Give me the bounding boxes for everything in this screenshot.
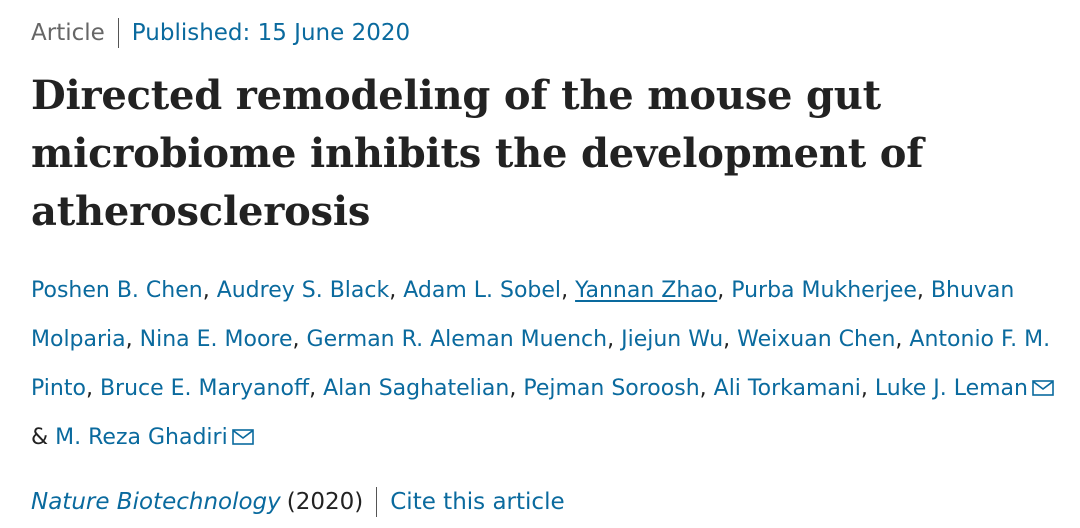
article-meta: Article Published: 15 June 2020 [31, 16, 410, 50]
author-link[interactable]: Jiejun Wu [621, 327, 724, 352]
author-list: Poshen B. Chen, Audrey S. Black, Adam L.… [31, 266, 1061, 462]
author-separator: , [916, 278, 931, 303]
author-separator: , [125, 327, 140, 352]
article-type: Article [31, 20, 105, 46]
author-link[interactable]: Poshen B. Chen [31, 278, 203, 303]
citation-row: Nature Biotechnology (2020) Cite this ar… [31, 484, 565, 520]
author-separator: , [389, 278, 404, 303]
author-link[interactable]: German R. Aleman Muench [306, 327, 608, 352]
author-separator: & [31, 425, 56, 450]
author-separator: , [723, 327, 738, 352]
cite-this-article-link[interactable]: Cite this article [390, 489, 565, 515]
author-separator: , [895, 327, 910, 352]
mail-icon[interactable] [1032, 365, 1054, 396]
author-separator: , [509, 376, 524, 401]
author-link[interactable]: Weixuan Chen [737, 327, 896, 352]
author-link[interactable]: M. Reza Ghadiri [55, 425, 228, 450]
author-link[interactable]: Audrey S. Black [216, 278, 390, 303]
author-separator: , [717, 278, 732, 303]
author-separator: , [607, 327, 622, 352]
author-link-hovered[interactable]: Yannan Zhao [575, 278, 718, 303]
author-link[interactable]: Luke J. Leman [874, 376, 1028, 401]
author-separator: , [309, 376, 324, 401]
article-title: Directed remodeling of the mouse gut mic… [31, 72, 924, 235]
author-link[interactable]: Purba Mukherjee [731, 278, 917, 303]
divider [376, 487, 378, 517]
author-link[interactable]: Alan Saghatelian [323, 376, 510, 401]
author-link[interactable]: Ali Torkamani [713, 376, 861, 401]
author-separator: , [860, 376, 875, 401]
author-link[interactable]: Antonio F. M. Pinto [31, 327, 1051, 401]
author-separator: , [292, 327, 307, 352]
author-separator: , [85, 376, 100, 401]
author-link[interactable]: Nina E. Moore [139, 327, 293, 352]
author-link[interactable]: Adam L. Sobel [403, 278, 562, 303]
author-separator: , [561, 278, 576, 303]
published-date: Published: 15 June 2020 [131, 20, 411, 46]
divider [117, 18, 119, 48]
author-link[interactable]: Pejman Soroosh [523, 376, 700, 401]
publication-year: (2020) [286, 489, 364, 515]
mail-icon[interactable] [231, 414, 254, 445]
journal-link[interactable]: Nature Biotechnology [31, 489, 281, 515]
author-separator: , [699, 376, 714, 401]
author-link[interactable]: Bhuvan Molparia [31, 278, 1015, 352]
author-separator: , [202, 278, 217, 303]
author-link[interactable]: Bruce E. Maryanoff [99, 376, 310, 401]
